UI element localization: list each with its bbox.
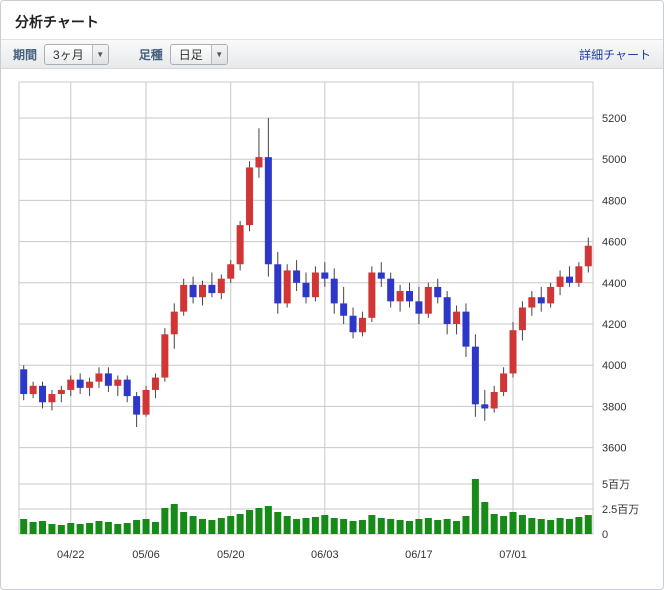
svg-text:4000: 4000 <box>602 360 626 372</box>
svg-text:07/01: 07/01 <box>499 549 527 561</box>
candle-type-group: 足種 日足 ▼ <box>138 43 228 65</box>
candle-type-label: 足種 <box>138 47 163 62</box>
svg-text:2.5百万: 2.5百万 <box>602 504 639 516</box>
svg-text:04/22: 04/22 <box>57 549 85 561</box>
period-group: 期間 3ヶ月 ▼ <box>13 43 109 65</box>
svg-text:5百万: 5百万 <box>602 479 630 491</box>
chevron-down-icon: ▼ <box>91 44 108 64</box>
svg-text:05/20: 05/20 <box>217 549 245 561</box>
svg-text:06/17: 06/17 <box>405 549 433 561</box>
period-dropdown[interactable]: 3ヶ月 ▼ <box>44 43 109 65</box>
chevron-down-icon: ▼ <box>210 44 227 64</box>
candlestick-chart: 5200 5000 4800 4600 4400 4200 4000 3800 3600 5百万 2… <box>18 81 639 561</box>
svg-text:05/06: 05/06 <box>132 549 160 561</box>
svg-text:0: 0 <box>602 529 608 541</box>
page-title: 分析チャート <box>15 14 99 30</box>
chart-area: 5200 5000 4800 4600 4400 4200 4000 3800 3600 5百万 2… <box>1 69 663 589</box>
svg-text:5000: 5000 <box>602 154 626 166</box>
svg-text:4800: 4800 <box>602 195 626 207</box>
svg-text:3800: 3800 <box>602 401 626 413</box>
svg-text:4200: 4200 <box>602 319 626 331</box>
svg-text:06/03: 06/03 <box>311 549 339 561</box>
chart-toolbar: 期間 3ヶ月 ▼ 足種 日足 ▼ 詳細チャート <box>1 39 663 69</box>
detail-chart-link[interactable]: 詳細チャート <box>579 47 651 62</box>
title-bar: 分析チャート <box>1 1 663 39</box>
svg-text:3600: 3600 <box>602 443 626 455</box>
svg-text:4400: 4400 <box>602 278 626 290</box>
candle-type-dropdown-value: 日足 <box>178 47 203 62</box>
svg-text:4600: 4600 <box>602 237 626 249</box>
period-dropdown-value: 3ヶ月 <box>53 47 84 62</box>
svg-text:5200: 5200 <box>602 113 626 125</box>
period-label: 期間 <box>13 47 38 62</box>
candle-type-dropdown[interactable]: 日足 ▼ <box>169 43 228 65</box>
